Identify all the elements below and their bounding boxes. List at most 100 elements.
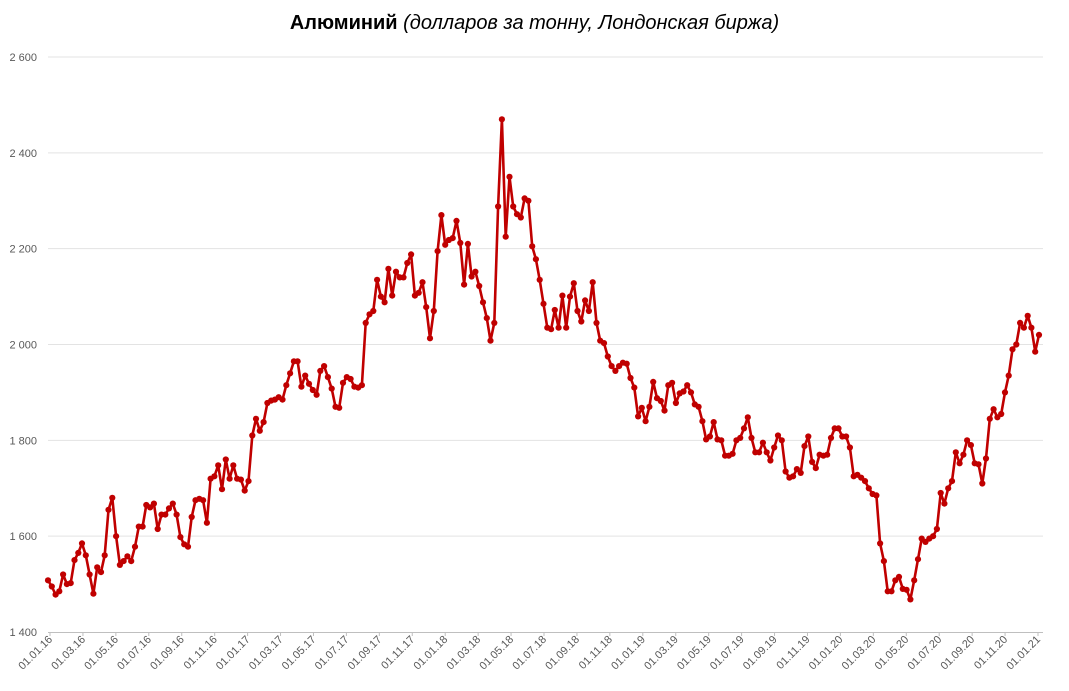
data-point xyxy=(756,449,763,456)
data-point xyxy=(570,280,577,287)
data-point xyxy=(495,203,502,210)
data-point xyxy=(532,256,540,263)
data-point xyxy=(283,382,290,389)
data-point xyxy=(1032,348,1039,355)
data-point xyxy=(865,485,872,492)
data-point xyxy=(525,197,532,204)
data-point xyxy=(415,289,422,296)
y-tick-label: 2 400 xyxy=(9,148,37,160)
data-point xyxy=(646,403,653,410)
data-point xyxy=(44,577,52,584)
gridlines xyxy=(48,56,1043,537)
data-point xyxy=(321,363,328,370)
data-point xyxy=(774,432,782,439)
data-point xyxy=(339,379,347,386)
data-point xyxy=(967,442,975,449)
x-tick-label: 01.09.19 xyxy=(741,634,780,673)
data-point xyxy=(797,469,804,476)
data-point xyxy=(113,533,120,540)
data-point xyxy=(188,513,195,521)
data-point xyxy=(759,439,767,446)
data-point xyxy=(937,489,944,497)
x-tick-label: 01.11.16 xyxy=(182,634,220,672)
data-point xyxy=(627,374,634,382)
data-point xyxy=(105,506,112,513)
data-point xyxy=(150,500,157,507)
data-point xyxy=(408,251,415,258)
data-point xyxy=(381,299,388,306)
data-point xyxy=(461,281,468,288)
data-point xyxy=(687,389,695,396)
data-point xyxy=(457,239,464,246)
data-point xyxy=(767,457,774,464)
data-point xyxy=(608,363,615,370)
data-point xyxy=(506,173,513,180)
data-point xyxy=(1024,312,1031,319)
data-point xyxy=(1035,331,1043,338)
x-tick-label: 01.03.20 xyxy=(840,634,879,673)
data-point xyxy=(226,475,233,482)
chart-title: Алюминий (долларов за тонну, Лондонская … xyxy=(0,12,1069,35)
data-point xyxy=(604,353,611,360)
x-axis-ticks: 01.01.1601.03.1601.05.1601.07.1601.09.16… xyxy=(16,632,1043,672)
data-point xyxy=(737,434,744,441)
data-point xyxy=(75,549,82,557)
x-tick-label: 01.05.19 xyxy=(675,634,714,673)
data-point xyxy=(559,292,566,299)
data-point xyxy=(740,425,748,432)
data-point xyxy=(952,449,959,456)
x-tick-label: 01.01.17 xyxy=(214,634,253,673)
data-point xyxy=(982,455,990,462)
data-point xyxy=(279,396,286,403)
data-point xyxy=(907,596,914,603)
data-point xyxy=(782,468,789,475)
data-point xyxy=(438,212,445,219)
x-tick-label: 01.09.16 xyxy=(148,634,187,673)
data-point xyxy=(986,415,993,422)
data-point xyxy=(165,505,173,512)
data-point xyxy=(578,318,585,325)
data-point xyxy=(695,403,702,410)
data-point xyxy=(404,259,411,267)
data-point xyxy=(880,558,888,565)
data-point xyxy=(529,243,536,250)
y-tick-label: 1 600 xyxy=(9,531,37,543)
data-point xyxy=(805,433,812,440)
x-tick-label: 01.01.16 xyxy=(16,634,55,673)
data-point xyxy=(97,569,105,576)
data-point xyxy=(729,450,736,457)
data-point xyxy=(362,319,369,326)
data-point xyxy=(78,540,86,547)
data-point xyxy=(1005,372,1012,379)
data-point xyxy=(139,523,146,530)
data-point xyxy=(419,279,426,286)
data-point xyxy=(718,437,725,444)
data-point xyxy=(86,571,93,578)
data-point xyxy=(294,358,301,365)
y-tick-label: 2 000 xyxy=(9,340,37,352)
data-point xyxy=(317,367,324,374)
data-point xyxy=(710,419,717,426)
data-point xyxy=(491,319,498,326)
x-tick-label: 01.09.20 xyxy=(938,634,977,673)
data-point xyxy=(71,557,78,564)
data-point xyxy=(903,586,910,593)
chart-subtitle: (долларов за тонну, Лондонская биржа) xyxy=(403,12,780,34)
data-point xyxy=(260,419,267,426)
data-point xyxy=(215,462,222,469)
x-tick-label: 01.07.20 xyxy=(906,634,945,673)
data-point xyxy=(540,300,547,307)
data-point xyxy=(218,486,226,493)
data-point xyxy=(911,577,918,584)
data-point xyxy=(790,473,797,480)
data-point xyxy=(131,543,139,550)
data-point xyxy=(933,525,941,533)
x-tick-label: 01.05.17 xyxy=(280,634,319,673)
chart-title-main: Алюминий xyxy=(289,12,398,34)
data-point xyxy=(706,433,714,440)
data-point xyxy=(555,324,562,331)
data-point xyxy=(585,307,593,315)
data-point xyxy=(612,367,619,374)
data-point xyxy=(566,293,574,300)
data-point xyxy=(358,382,365,389)
